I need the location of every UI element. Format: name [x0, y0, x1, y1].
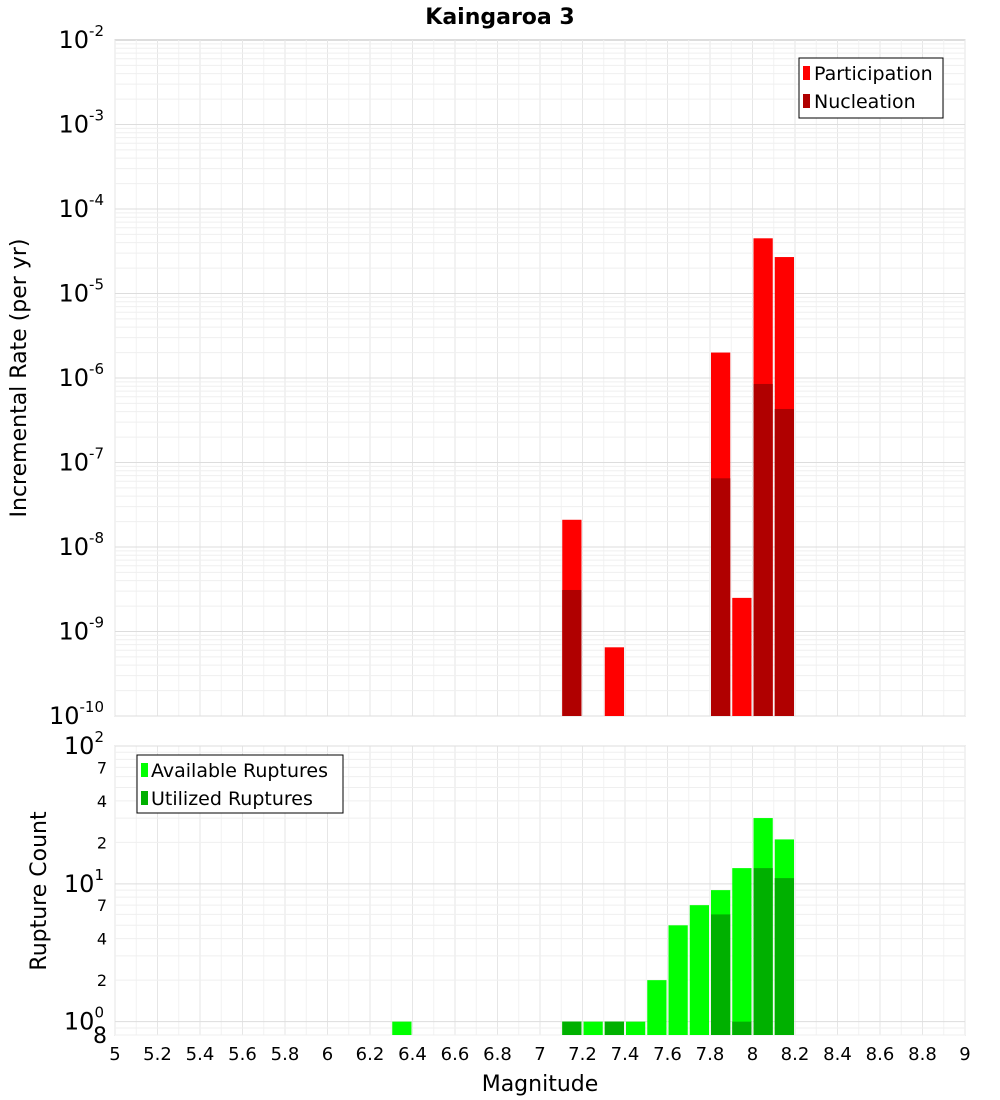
- x-tick-label: 8.6: [866, 1044, 895, 1065]
- y-tick-label: 10-7: [58, 445, 104, 477]
- x-tick-label: 6.2: [356, 1044, 385, 1065]
- nucleation-bar: [711, 478, 731, 716]
- x-tick-label: 8.4: [823, 1044, 852, 1065]
- utilized-legend-swatch: [141, 791, 148, 805]
- participation-legend-label: Participation: [814, 63, 933, 85]
- top-y-axis-label: Incremental Rate (per yr): [7, 239, 32, 518]
- bottom-grid: [114, 745, 966, 1036]
- x-tick-label: 5.8: [271, 1044, 300, 1065]
- legend-box: [798, 57, 944, 119]
- utilized-ruptures-bar: [604, 1021, 624, 1035]
- nucleation-legend-label: Nucleation: [814, 91, 916, 113]
- available-ruptures-bar: [583, 1021, 603, 1035]
- chart-title: Kaingaroa 3: [425, 5, 574, 30]
- x-tick-label: 7: [534, 1044, 545, 1065]
- y-tick-label: 101: [64, 866, 104, 898]
- top-y-tick-labels: 10-10 10-9 10-8 10-7 10-6 10-5 10-4 10-3 10-2: [49, 22, 104, 730]
- y-tick-label: 10-10: [49, 698, 104, 730]
- utilized-ruptures-bar: [711, 914, 731, 1035]
- available-legend-label: Available Ruptures: [151, 760, 328, 782]
- y-minor-tick-label: 4: [97, 792, 107, 811]
- x-tick-label: 9: [959, 1044, 970, 1065]
- utilized-ruptures-bar: [774, 878, 794, 1035]
- y-minor-tick-label: 2: [97, 833, 107, 852]
- nucleation-bar: [753, 383, 773, 716]
- utilized-ruptures-bar: [753, 868, 773, 1035]
- y-tick-label: 102: [64, 728, 104, 760]
- available-legend-swatch: [141, 763, 148, 777]
- available-ruptures-bar: [668, 925, 688, 1035]
- x-tick-label: 6.4: [398, 1044, 427, 1065]
- y-tick-label: 10-2: [58, 22, 104, 54]
- x-tick-label: 7.4: [611, 1044, 640, 1065]
- nucleation-legend-swatch: [803, 94, 810, 108]
- x-tick-label: 7.2: [568, 1044, 597, 1065]
- available-ruptures-bar: [392, 1021, 412, 1035]
- x-tick-label: 8: [747, 1044, 758, 1065]
- bottom-bars: [392, 818, 794, 1035]
- utilized-legend-label: Utilized Ruptures: [151, 788, 313, 810]
- utilized-ruptures-bar: [562, 1021, 582, 1035]
- y-tick-label: 100: [64, 1004, 104, 1036]
- y-minor-tick-label: 4: [97, 930, 107, 949]
- y-minor-tick-label: 7: [97, 758, 107, 777]
- nucleation-bar: [562, 589, 582, 716]
- y-tick-label: 10-9: [58, 614, 104, 646]
- x-tick-label: 8.2: [781, 1044, 810, 1065]
- y-minor-tick-label: 2: [97, 971, 107, 990]
- bottom-y-tick-labels: 100 101 102 8 2 4 7 2 4 7: [64, 728, 107, 1049]
- bottom-y-axis-label: Rupture Count: [27, 811, 52, 971]
- x-tick-label: 5.4: [186, 1044, 215, 1065]
- x-tick-labels: 5 5.2 5.4 5.6 5.8 6 6.2 6.4 6.6 6.8 7 7.2 7.4 7.6 7.8 8…: [109, 1044, 970, 1065]
- x-tick-label: 8.8: [908, 1044, 937, 1065]
- top-legend: Participation Nucleation: [798, 57, 944, 119]
- top-bars: [562, 238, 794, 717]
- utilized-ruptures-bar: [732, 1021, 752, 1035]
- x-tick-label: 5.2: [143, 1044, 172, 1065]
- available-ruptures-bar: [647, 980, 667, 1035]
- participation-bar: [732, 597, 752, 716]
- top-grid: [114, 40, 966, 717]
- participation-bar: [604, 647, 624, 716]
- bottom-legend: Available Ruptures Utilized Ruptures: [136, 754, 344, 814]
- x-tick-label: 6.6: [441, 1044, 470, 1065]
- y-tick-label: 10-5: [58, 276, 104, 308]
- y-tick-label: 10-4: [58, 191, 104, 223]
- available-ruptures-bar: [626, 1021, 646, 1035]
- y-tick-label: 10-3: [58, 107, 104, 139]
- y-minor-tick-label: 8: [93, 1024, 107, 1049]
- x-tick-label: 5: [109, 1044, 120, 1065]
- x-tick-label: 7.6: [653, 1044, 682, 1065]
- nucleation-bar: [774, 408, 794, 716]
- x-tick-label: 6.8: [483, 1044, 512, 1065]
- legend-box: [136, 754, 344, 814]
- x-axis-label: Magnitude: [482, 1072, 599, 1097]
- y-minor-tick-label: 7: [97, 896, 107, 915]
- x-tick-label: 5.6: [228, 1044, 257, 1065]
- available-ruptures-bar: [689, 905, 709, 1035]
- y-tick-label: 10-8: [58, 529, 104, 561]
- x-tick-label: 6: [322, 1044, 333, 1065]
- y-tick-label: 10-6: [58, 360, 104, 392]
- available-ruptures-bar: [732, 868, 752, 1035]
- x-tick-label: 7.8: [696, 1044, 725, 1065]
- participation-legend-swatch: [803, 66, 810, 80]
